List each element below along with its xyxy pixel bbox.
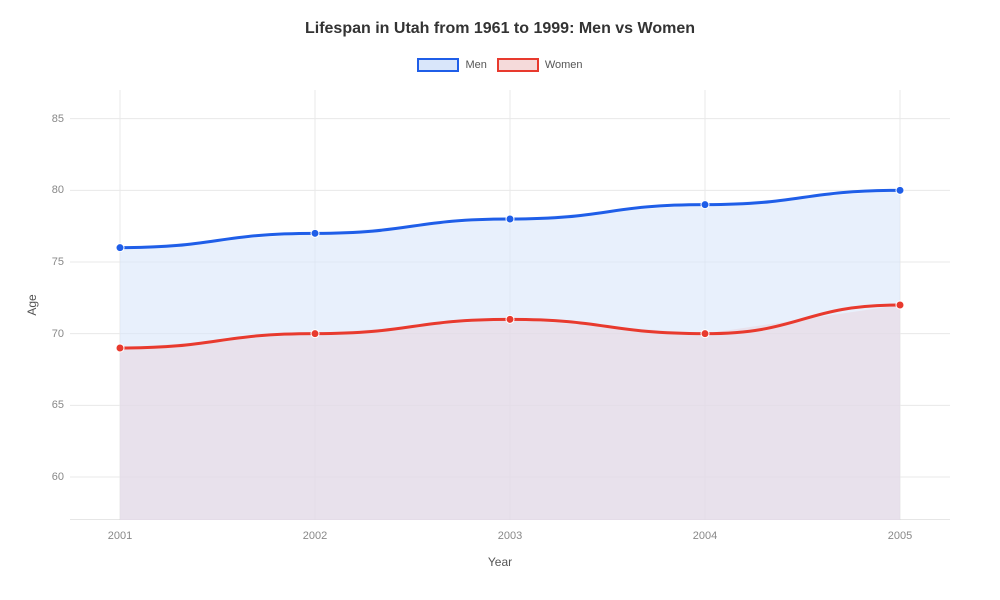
y-tick-label: 60	[42, 471, 64, 483]
chart-title: Lifespan in Utah from 1961 to 1999: Men …	[0, 0, 1000, 38]
legend-item-men[interactable]: Men	[417, 58, 486, 72]
legend-swatch-women	[497, 58, 539, 72]
x-tick-label: 2002	[303, 530, 327, 542]
chart-legend: Men Women	[0, 58, 1000, 72]
x-tick-label: 2004	[693, 530, 717, 542]
chart-container: Lifespan in Utah from 1961 to 1999: Men …	[0, 0, 1000, 600]
chart-plot	[70, 90, 950, 520]
y-tick-label: 85	[42, 113, 64, 125]
x-tick-label: 2005	[888, 530, 912, 542]
legend-item-women[interactable]: Women	[497, 58, 583, 72]
y-axis-label: Age	[25, 294, 39, 315]
legend-label-women: Women	[545, 59, 583, 71]
y-tick-label: 65	[42, 399, 64, 411]
legend-label-men: Men	[465, 59, 486, 71]
y-tick-label: 70	[42, 328, 64, 340]
legend-swatch-men	[417, 58, 459, 72]
x-axis-label: Year	[488, 555, 512, 569]
y-tick-label: 80	[42, 184, 64, 196]
x-tick-label: 2003	[498, 530, 522, 542]
y-tick-label: 75	[42, 256, 64, 268]
x-tick-label: 2001	[108, 530, 132, 542]
